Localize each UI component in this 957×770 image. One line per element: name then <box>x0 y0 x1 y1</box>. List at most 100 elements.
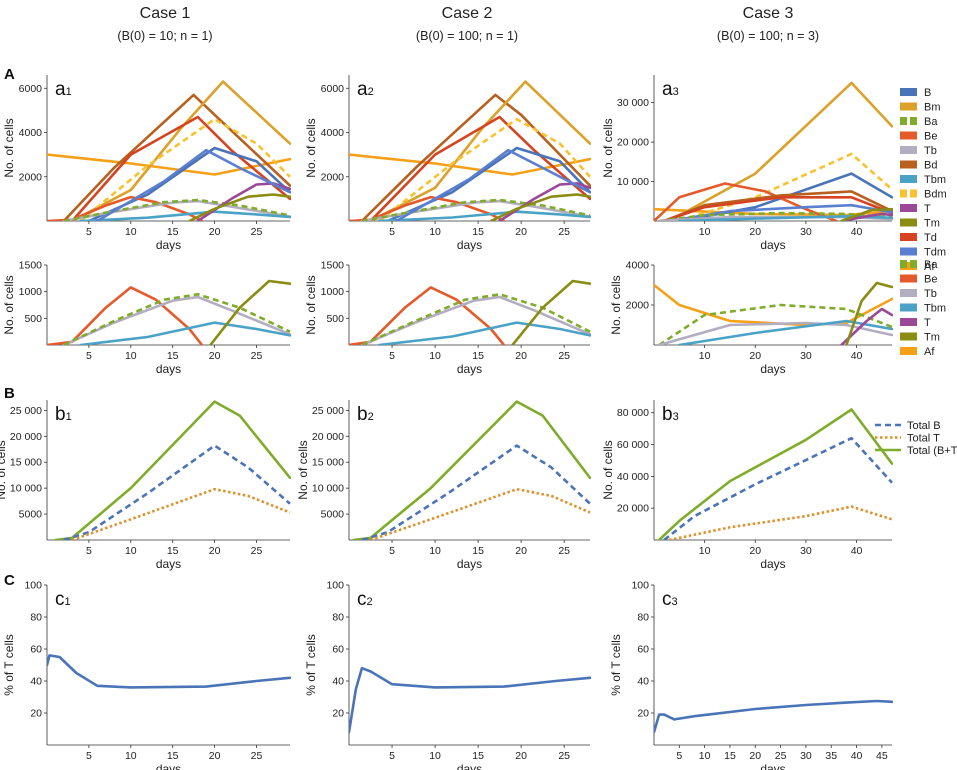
panel-label: a2 <box>357 79 374 100</box>
y-tick-label: 100 <box>24 580 42 592</box>
y-tick-label: 500 <box>326 313 344 325</box>
case-2-title: Case 2 <box>442 5 493 22</box>
panel-label: a1 <box>55 79 72 100</box>
legend-swatch <box>900 175 917 183</box>
y-tick-label: 4000 <box>626 260 650 272</box>
y-tick-label: 6000 <box>19 83 43 95</box>
x-tick-label: 20 <box>749 750 761 762</box>
y-tick-label: 40 000 <box>617 471 649 483</box>
series-line-tm <box>511 279 591 345</box>
series-line-bdm <box>678 152 893 221</box>
x-tick-label: 10 <box>125 226 137 238</box>
x-tick-label: 10 <box>429 350 441 362</box>
y-tick-label: 60 <box>332 644 344 656</box>
x-axis-label: days <box>156 762 181 770</box>
series-line-tdm <box>394 148 591 221</box>
x-tick-label: 30 <box>800 226 812 238</box>
x-tick-label: 10 <box>699 545 711 557</box>
x-axis-label: days <box>457 238 482 252</box>
legend-label: Total B <box>907 420 941 432</box>
legend-label: T <box>924 317 931 329</box>
series-line-bm <box>70 80 291 221</box>
legend-swatch <box>900 204 917 212</box>
panel-label: a3 <box>662 79 679 100</box>
legend-label: Bd <box>924 160 937 172</box>
legend-label: Tbm <box>924 174 946 186</box>
series-group <box>47 279 291 345</box>
case-3-subtitle: (B(0) = 100; n = 3) <box>717 29 819 43</box>
y-tick-label: 20 000 <box>10 431 42 443</box>
panel-label-subscript: 2 <box>368 411 374 423</box>
row-letter-b: B <box>4 385 15 402</box>
legend-swatch <box>900 289 917 297</box>
series-group <box>349 666 591 734</box>
x-tick-label: 25 <box>251 350 263 362</box>
legend-swatch <box>900 247 917 256</box>
legend-label: Total (B+T) <box>907 445 957 457</box>
chart-b3: 10 20 30 40 20 000 40 000 60 000 80 000 days No. … <box>601 400 893 571</box>
y-tick-label: 25 000 <box>312 405 344 417</box>
x-tick-label: 40 <box>851 350 863 362</box>
series-line--t-cells <box>47 654 291 689</box>
x-tick-label: 15 <box>167 226 179 238</box>
x-axis-label: days <box>760 762 785 770</box>
legend-swatch <box>900 233 917 241</box>
series-line-bd <box>360 93 591 221</box>
y-tick-label: 20 000 <box>617 137 649 149</box>
series-line-bdm <box>378 117 591 221</box>
series-line-tbm <box>79 321 291 345</box>
y-tick-label: 10 000 <box>312 483 344 495</box>
x-tick-label: 15 <box>472 750 484 762</box>
legend-swatch <box>900 117 907 125</box>
x-tick-label: 10 <box>429 750 441 762</box>
y-tick-label: 100 <box>631 580 649 592</box>
y-axis-label: No. of cells <box>2 275 16 334</box>
series-line-td <box>369 115 591 221</box>
y-axis-label: No. of cells <box>601 440 615 499</box>
row-letter-a: A <box>4 66 15 83</box>
x-tick-label: 20 <box>749 226 761 238</box>
x-tick-label: 20 <box>515 226 527 238</box>
x-tick-label: 15 <box>167 750 179 762</box>
y-tick-label: 40 <box>332 676 344 688</box>
x-axis-label: days <box>457 762 482 770</box>
x-tick-label: 25 <box>558 750 570 762</box>
y-tick-label: 5000 <box>19 509 43 521</box>
series-group <box>654 699 893 734</box>
y-tick-label: 20 <box>332 708 344 720</box>
legend-swatch <box>900 303 917 312</box>
chart-c1: 5 10 15 20 25 20 40 60 80 100 days % of T cells c1 <box>2 580 291 770</box>
series-group <box>654 81 893 221</box>
series-line-tbm <box>377 210 591 221</box>
x-tick-label: 40 <box>851 226 863 238</box>
legend-label: Ba <box>924 116 938 128</box>
x-tick-label: 5 <box>389 750 395 762</box>
legends-layer: BBmBaBeTbBdTbmBdmTTmTdTdmAfBaBeTbTbmTTmA… <box>875 87 957 457</box>
legend-label: Tb <box>924 145 937 157</box>
series-line-be <box>654 182 838 221</box>
legend-label: Bm <box>924 102 941 114</box>
case-1-title: Case 1 <box>140 5 191 22</box>
series-line--t-cells <box>654 699 893 734</box>
series-line-ba <box>658 211 893 221</box>
y-tick-label: 60 000 <box>617 439 649 451</box>
x-tick-label: 10 <box>125 545 137 557</box>
legend-swatch <box>900 160 917 169</box>
legend-swatch <box>910 189 917 198</box>
x-tick-label: 15 <box>167 545 179 557</box>
x-tick-label: 40 <box>851 545 863 557</box>
x-tick-label: 5 <box>389 545 395 557</box>
series-group <box>54 400 291 540</box>
x-tick-label: 10 <box>429 545 441 557</box>
legend-label: Tdm <box>924 247 946 259</box>
x-tick-label: 30 <box>800 545 812 557</box>
y-tick-label: 20 000 <box>312 431 344 443</box>
x-tick-label: 20 <box>209 350 221 362</box>
y-tick-label: 15 000 <box>10 457 42 469</box>
y-tick-label: 1500 <box>321 260 345 272</box>
y-tick-label: 1000 <box>321 286 345 298</box>
y-axis-label: No. of cells <box>2 118 16 177</box>
series-line-af <box>349 153 591 176</box>
y-tick-label: 20 <box>30 708 42 720</box>
series-group <box>349 279 591 345</box>
